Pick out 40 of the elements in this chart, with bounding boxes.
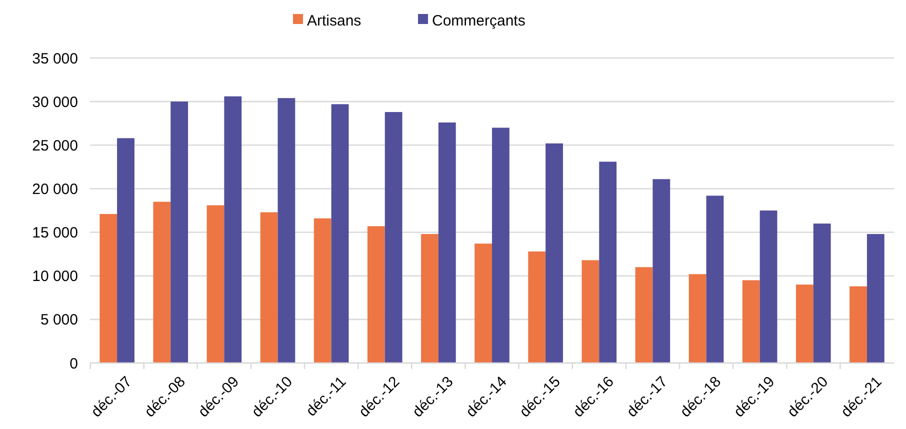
bar: [100, 214, 118, 363]
bar: [438, 122, 456, 363]
y-tick-label: 25 000: [32, 137, 78, 154]
bar: [688, 274, 706, 363]
bar: [582, 260, 600, 363]
bar: [367, 226, 385, 363]
bar: [153, 202, 171, 363]
bar: [384, 112, 402, 363]
bar: [278, 98, 296, 363]
bar: [170, 102, 188, 363]
bar: [421, 234, 438, 363]
bar: [635, 267, 653, 363]
bar: [796, 284, 814, 363]
legend-label: Commerçants: [432, 12, 526, 30]
bar: [331, 104, 349, 363]
bar: [260, 212, 278, 363]
bar: [546, 143, 563, 363]
bar: [492, 128, 510, 363]
y-tick-label: 30 000: [32, 94, 78, 111]
y-tick-label: 10 000: [32, 268, 78, 286]
y-tick-label: 5 000: [40, 312, 78, 329]
y-tick-label: 0: [70, 355, 78, 372]
bar: [850, 286, 867, 363]
bar: [706, 196, 724, 363]
bar: [652, 179, 670, 363]
bar: [117, 138, 134, 363]
bar: [314, 218, 332, 363]
y-tick-label: 35 000: [32, 50, 78, 68]
bar: [866, 234, 884, 363]
bar: [528, 251, 546, 363]
bar: [599, 162, 617, 363]
y-tick-label: 15 000: [32, 224, 78, 242]
legend-label: Artisans: [307, 12, 362, 30]
bar: [206, 205, 224, 363]
bar: [474, 244, 492, 363]
y-tick-label: 20 000: [32, 180, 78, 198]
bar: [760, 210, 778, 363]
bar: [742, 280, 760, 363]
bar: [224, 96, 242, 363]
bar: [813, 224, 831, 363]
